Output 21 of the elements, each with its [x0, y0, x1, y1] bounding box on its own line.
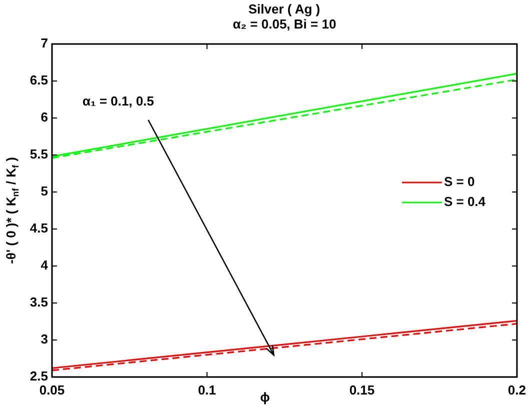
- y-tick-label: 2.5: [30, 368, 48, 384]
- x-tick-label: 0.1: [198, 382, 216, 398]
- y-tick-label: 3: [40, 332, 48, 347]
- y-tick-label: 4.5: [30, 220, 48, 236]
- y-tick-label: 4: [40, 258, 49, 273]
- y-tick-label: 6: [40, 110, 48, 125]
- legend-label: S = 0: [444, 174, 475, 190]
- y-tick-label: 5.5: [30, 146, 48, 162]
- x-tick-label: 0.05: [39, 382, 65, 398]
- legend-label: S = 0.4: [444, 194, 486, 210]
- y-axis-title: -θ' ( 0 )* ( Knf / Kf ): [4, 157, 20, 264]
- x-tick-label: 0.15: [349, 382, 375, 398]
- x-axis-title: ϕ: [260, 390, 270, 405]
- annotation: α₁ = 0.1, 0.5: [82, 94, 154, 108]
- y-tick-label: 3.5: [30, 294, 48, 310]
- x-tick-label: 0.2: [508, 382, 526, 398]
- y-tick-label: 5: [40, 184, 48, 199]
- chart-title: Silver ( Ag ): [248, 2, 320, 17]
- chart-subtitle: α₂ = 0.05, Bi = 10: [232, 16, 336, 32]
- y-tick-label: 6.5: [30, 72, 48, 88]
- y-tick-label: 7: [40, 36, 48, 51]
